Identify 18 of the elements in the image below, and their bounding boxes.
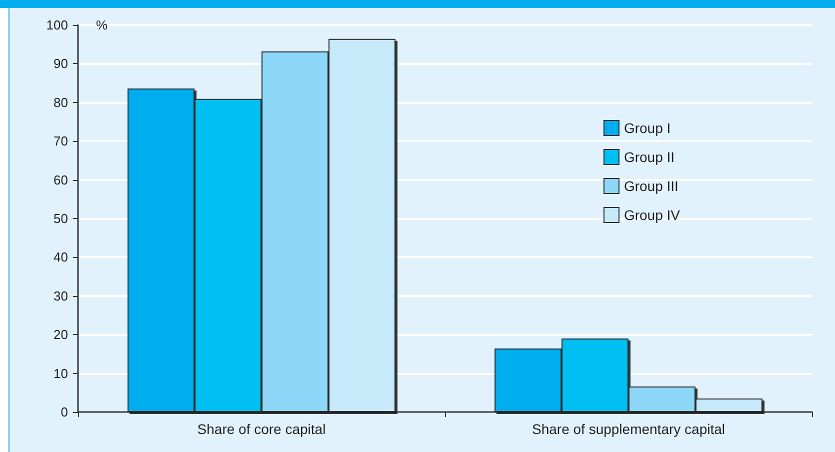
y-tick-label: 20 bbox=[54, 327, 68, 342]
y-tick-label: 0 bbox=[60, 404, 68, 420]
y-tick-label: 70 bbox=[54, 134, 68, 149]
y-tick-label: 50 bbox=[54, 211, 68, 226]
y-tick-label: 80 bbox=[54, 94, 68, 110]
y-tick-label: 90 bbox=[54, 56, 68, 72]
y-tick-label: 10 bbox=[54, 366, 68, 381]
legend-label: Group IV bbox=[624, 207, 681, 223]
y-axis-title: % bbox=[96, 18, 108, 32]
y-tick-label: 60 bbox=[54, 172, 68, 188]
x-tick-label: Share of supplementary capital bbox=[532, 421, 725, 437]
legend-label: Group III bbox=[624, 178, 678, 194]
legend-label: Group II bbox=[624, 149, 675, 165]
y-tick-label: 40 bbox=[54, 250, 68, 265]
y-tick-label: 100 bbox=[46, 18, 68, 32]
x-tick-label: Share of core capital bbox=[197, 421, 326, 437]
y-tick-label: 30 bbox=[54, 288, 68, 304]
legend-label: Group I bbox=[624, 120, 671, 136]
